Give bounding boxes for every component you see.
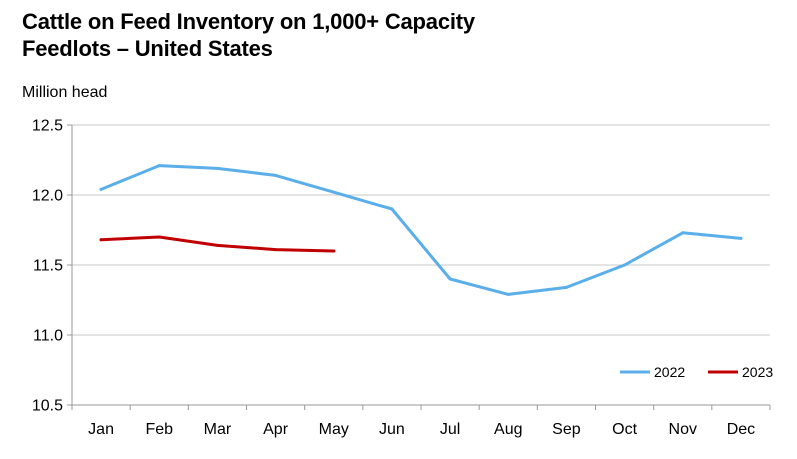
x-tick-label-nov: Nov <box>669 421 697 438</box>
gridlines <box>72 124 770 336</box>
series-lines <box>99 164 743 296</box>
legend-label-2022: 2022 <box>654 364 685 380</box>
data-point-2022-dec <box>739 236 743 240</box>
data-point-2022-jun <box>390 207 394 211</box>
chart-title-line-2: Feedlots – United States <box>22 36 273 61</box>
data-point-2022-oct <box>623 263 627 267</box>
y-tick-label: 12.0 <box>32 188 63 205</box>
x-tick-label-oct: Oct <box>612 421 637 438</box>
data-point-2022-may <box>332 190 336 194</box>
data-point-2022-jan <box>99 187 103 191</box>
x-tick-label-jul: Jul <box>440 421 460 438</box>
data-point-2022-nov <box>681 231 685 235</box>
legend: 2022 2023 <box>620 364 773 380</box>
x-tick-label-apr: Apr <box>263 421 289 438</box>
data-point-2023-mar <box>215 243 219 247</box>
y-tick-label: 12.5 <box>32 118 63 135</box>
data-point-2023-jan <box>99 238 103 242</box>
data-point-2023-feb <box>157 235 161 239</box>
x-tick-label-mar: Mar <box>204 421 232 438</box>
x-tick-label-jan: Jan <box>88 421 114 438</box>
chart-title-line-1: Cattle on Feed Inventory on 1,000+ Capac… <box>22 9 475 34</box>
x-axis-ticks: Jan Feb Mar Apr May Jun Jul Aug Sep Oct Nov Dec <box>71 405 771 438</box>
x-tick-label-may: May <box>319 421 349 438</box>
data-point-2022-jul <box>448 277 452 281</box>
chart-title: Cattle on Feed Inventory on 1,000+ Capac… <box>22 8 475 62</box>
x-tick-label-aug: Aug <box>494 421 522 438</box>
y-tick-label: 11.0 <box>33 328 63 345</box>
x-tick-label-feb: Feb <box>145 421 173 438</box>
x-tick-label-sep: Sep <box>552 421 581 438</box>
data-point-2022-apr <box>274 173 278 177</box>
data-point-2022-mar <box>215 166 219 170</box>
legend-label-2023: 2023 <box>742 364 773 380</box>
x-tick-label-dec: Dec <box>727 421 755 438</box>
data-point-2023-may <box>332 249 336 253</box>
data-point-2023-apr <box>274 248 278 252</box>
y-tick-label: 11.5 <box>33 258 63 275</box>
y-tick-label: 10.5 <box>32 398 63 415</box>
data-point-2022-feb <box>157 164 161 168</box>
y-axis-unit-label: Million head <box>22 84 108 101</box>
series-line-2022 <box>99 164 743 296</box>
data-point-2022-aug <box>506 292 510 296</box>
y-axis-ticks: 12.5 12.0 11.5 11.0 10.5 <box>32 118 72 415</box>
data-point-2022-sep <box>564 285 568 289</box>
x-tick-label-jun: Jun <box>379 421 405 438</box>
